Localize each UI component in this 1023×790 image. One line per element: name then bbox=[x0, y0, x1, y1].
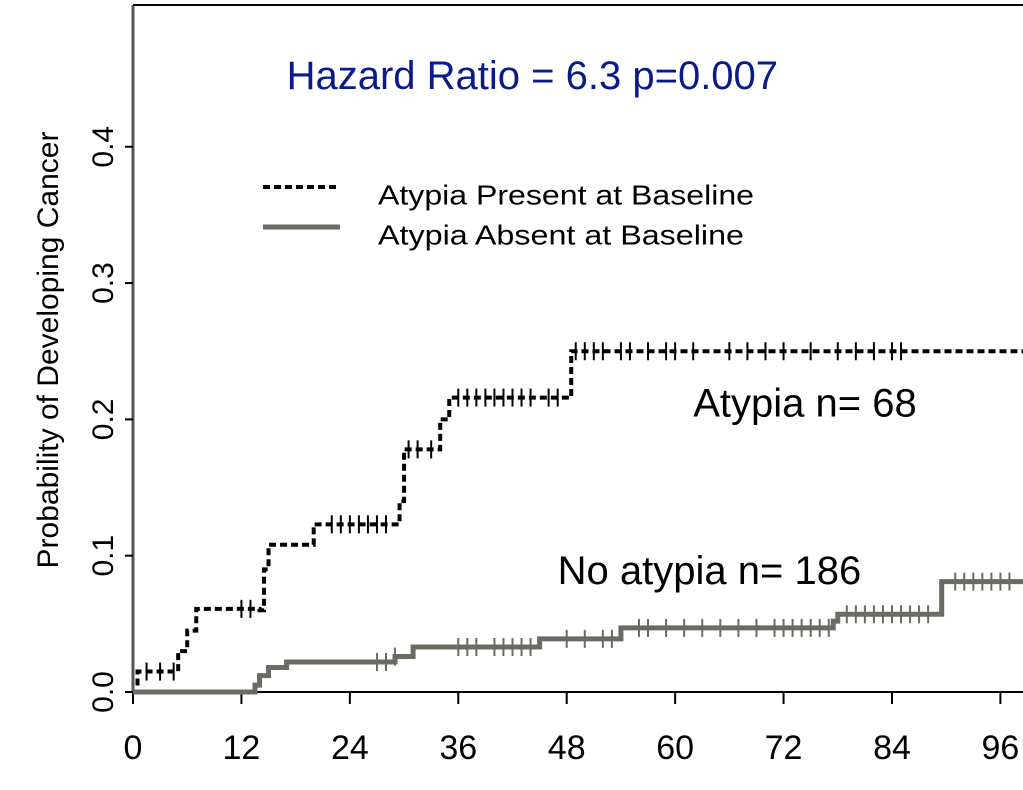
legend-label: Atypia Present at Baseline bbox=[378, 179, 754, 210]
x-tick-label: 12 bbox=[223, 729, 261, 767]
annotation: No atypia n= 186 bbox=[558, 549, 862, 593]
y-tick-label: 0.4 bbox=[87, 126, 120, 168]
x-tick-label: 36 bbox=[439, 729, 477, 767]
annotation: Hazard Ratio = 6.3 p=0.007 bbox=[287, 54, 778, 98]
step-line bbox=[133, 349, 1023, 694]
y-axis-label: Probability of Developing Cancer bbox=[32, 132, 65, 569]
x-tick-label: 96 bbox=[981, 729, 1019, 767]
y-tick-label: 0.2 bbox=[87, 399, 120, 441]
y-tick-label: 0.0 bbox=[87, 671, 120, 713]
x-tick-label: 0 bbox=[124, 729, 143, 767]
x-tick-label: 60 bbox=[656, 729, 694, 767]
legend-label: Atypia Absent at Baseline bbox=[378, 219, 744, 250]
y-tick-label: 0.1 bbox=[87, 535, 120, 577]
x-tick-label: 24 bbox=[331, 729, 369, 767]
x-tick-label: 72 bbox=[765, 729, 803, 767]
x-tick-label: 48 bbox=[548, 729, 586, 767]
x-tick-label: 84 bbox=[873, 729, 911, 767]
annotation: Atypia n= 68 bbox=[693, 381, 917, 425]
y-tick-label: 0.3 bbox=[87, 262, 120, 304]
step-line bbox=[133, 579, 1023, 695]
